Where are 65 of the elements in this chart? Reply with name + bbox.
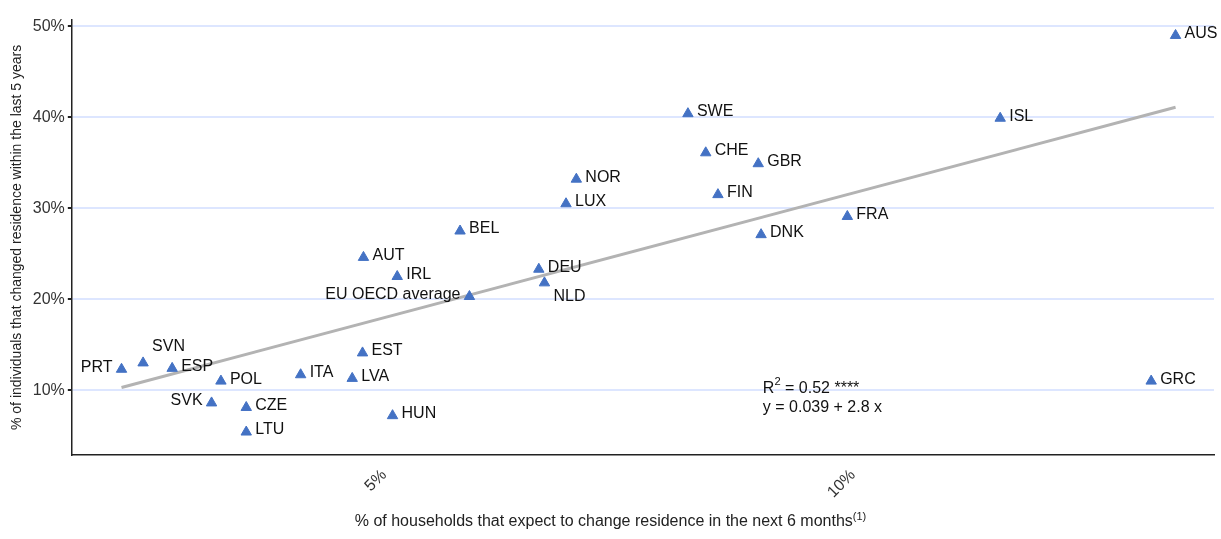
point [240,400,252,411]
annotation: PRT [80,357,113,375]
annotation: SVK [170,391,203,409]
y-tick-label: 50% [32,16,65,34]
point [841,209,854,220]
annotation: ESP [181,356,214,374]
point [356,346,369,357]
annotation: NOR [585,167,621,185]
annotation: SVN [152,337,185,355]
annotation: LVA [361,366,390,384]
x-axis-title: % of households that expect to change residence in the next 6 months$^{(1)}$ [353,510,868,531]
point [755,228,767,239]
annotation: NLD [553,287,586,305]
annotation: GBR [767,152,802,170]
annotation: GRC [1160,369,1196,387]
point [560,197,572,208]
point [752,157,764,168]
annotation: CZE [255,395,288,413]
point [454,224,466,235]
annotation: BEL [469,219,500,237]
point [1169,28,1182,39]
annotation: HUN [401,404,437,422]
point [346,371,358,382]
annotation: FRA [856,204,889,222]
annotation: CHE [714,141,749,159]
annotation: FIN [726,183,753,201]
point [682,107,694,118]
annotation: IRL [406,264,432,282]
point [357,250,370,261]
annotation: DNK [770,223,805,241]
point [115,362,128,373]
y-tick-label: 20% [32,289,65,307]
annotation: ITA [309,363,334,381]
y-tick-label: 40% [32,107,65,125]
annotation: DEU [547,257,582,275]
annotation: EST [371,341,403,359]
point [294,368,307,379]
point [538,276,551,287]
annotation: AUS [1184,23,1218,41]
point [166,361,178,372]
point [700,146,712,157]
annotation: y = 0.039 + 2.8 x [762,398,883,416]
point [994,111,1006,122]
point [205,396,218,407]
annotation: ISL [1009,106,1034,124]
annotation: LTU [255,420,285,438]
point [463,290,476,301]
point [386,409,399,420]
x-tick-label: 5% [360,465,390,495]
point [1145,374,1157,385]
y-tick-label: 10% [32,380,65,398]
point [391,270,403,280]
annotation: AUT [372,245,405,263]
point [712,188,724,199]
y-tick-label: 30% [32,198,65,216]
point [240,425,252,436]
y-axis-title: % of individuals that changed residence within the last 5 years [8,44,25,431]
point [215,374,227,385]
annotation: POL [229,369,263,387]
annotation: EU OECD average [325,284,461,302]
annotation: SWE [696,102,734,120]
point [570,172,583,183]
point [533,262,545,273]
point [137,356,149,367]
annotation: LUX [575,192,607,210]
